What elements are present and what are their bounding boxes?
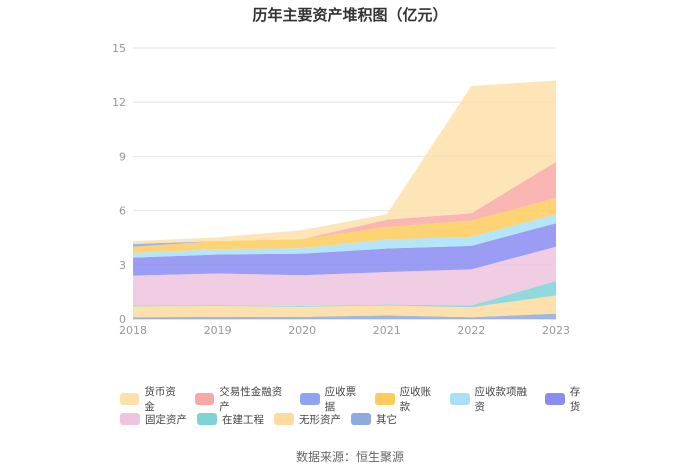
legend-label: 在建工程 xyxy=(222,413,264,426)
y-tick-label: 12 xyxy=(112,96,126,109)
y-tick-label: 6 xyxy=(119,205,126,218)
y-tick-label: 9 xyxy=(119,150,126,163)
legend-item[interactable]: 交易性金融资产 xyxy=(194,384,290,414)
area-series-9[interactable] xyxy=(133,80,556,245)
area-series-6[interactable] xyxy=(133,197,556,254)
legend-item[interactable]: 其它 xyxy=(351,412,397,427)
legend-swatch xyxy=(120,413,140,425)
legend-label: 货币资金 xyxy=(144,386,176,413)
chart-title: 历年主要资产堆积图（亿元） xyxy=(252,6,448,24)
area-series-1[interactable] xyxy=(133,295,556,318)
legend-item[interactable]: 在建工程 xyxy=(197,412,264,427)
legend-label: 存货 xyxy=(569,386,581,413)
legend-item[interactable]: 存货 xyxy=(545,384,590,414)
legend-swatch xyxy=(194,393,215,405)
area-series-0[interactable] xyxy=(133,313,556,319)
legend-label: 其它 xyxy=(376,413,397,426)
legend-item[interactable]: 无形资产 xyxy=(274,412,341,427)
x-tick-label: 2019 xyxy=(204,324,232,337)
y-tick-label: 3 xyxy=(119,259,126,272)
x-tick-label: 2023 xyxy=(542,324,570,337)
legend-label: 无形资产 xyxy=(299,413,341,426)
x-axis-ticks: 2018 2019 2020 2021 2022 2023 xyxy=(119,324,570,337)
legend-label: 固定资产 xyxy=(145,413,187,426)
area-series-5[interactable] xyxy=(133,214,556,258)
legend-label: 应收款项融资 xyxy=(474,386,528,413)
legend: 货币资金 交易性金融资产 应收票据 应收账款 应收款项融资 存货固定资产 在建工程 无形资产 其… xyxy=(120,386,600,429)
legend-item[interactable]: 应收票据 xyxy=(300,384,365,414)
legend-swatch xyxy=(375,393,395,405)
legend-item[interactable]: 应收账款 xyxy=(375,384,440,414)
legend-label: 应收账款 xyxy=(399,386,432,413)
y-axis-ticks: 0 3 6 9 12 15 xyxy=(112,42,126,326)
legend-swatch xyxy=(120,393,140,405)
legend-label: 应收票据 xyxy=(324,386,357,413)
x-tick-label: 2020 xyxy=(288,324,316,337)
legend-item[interactable]: 固定资产 xyxy=(120,412,187,427)
x-tick-label: 2021 xyxy=(373,324,401,337)
legend-swatch xyxy=(545,393,565,405)
legend-swatch xyxy=(300,393,320,405)
legend-item[interactable]: 应收款项融资 xyxy=(450,384,535,414)
legend-row: 货币资金 交易性金融资产 应收票据 应收账款 应收款项融资 存货 xyxy=(120,386,600,413)
data-source: 数据来源：恒生聚源 xyxy=(295,450,404,464)
legend-swatch xyxy=(351,413,371,425)
legend-row: 固定资产 在建工程 无形资产 其它 xyxy=(120,409,600,429)
area-series-3[interactable] xyxy=(133,246,556,306)
area-series-4[interactable] xyxy=(133,223,556,276)
y-tick-label: 15 xyxy=(112,42,126,55)
legend-item[interactable]: 货币资金 xyxy=(120,384,185,414)
area-series xyxy=(133,80,556,319)
legend-swatch xyxy=(274,413,294,425)
x-tick-label: 2022 xyxy=(457,324,485,337)
y-tick-label: 0 xyxy=(119,313,126,326)
legend-label: 交易性金融资产 xyxy=(219,386,283,413)
x-tick-label: 2018 xyxy=(119,324,147,337)
legend-swatch xyxy=(450,393,470,405)
legend-swatch xyxy=(197,413,217,425)
